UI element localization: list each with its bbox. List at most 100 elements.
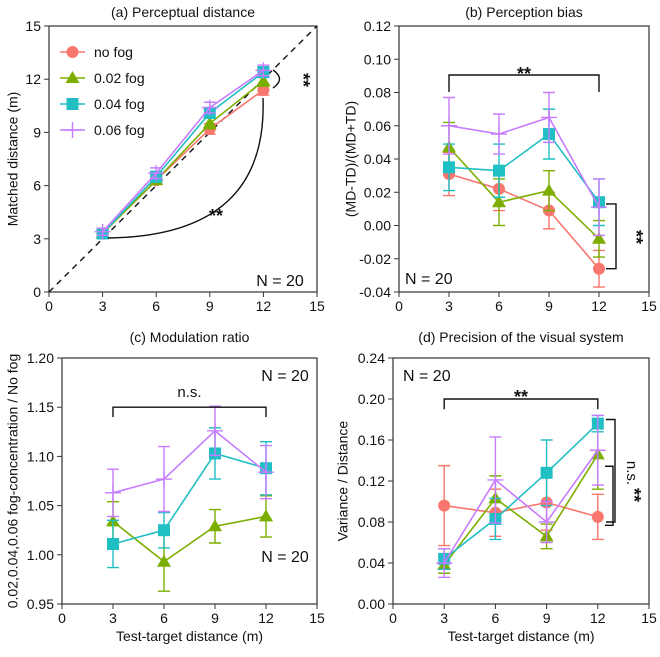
data-point <box>148 165 165 182</box>
significance-bracket <box>112 406 267 418</box>
x-axis-label: Test-target distance (m) <box>116 628 263 644</box>
x-tick-label: 0 <box>395 298 403 314</box>
significance-label: n.s. <box>623 461 640 485</box>
x-tick-label: 0 <box>58 610 66 626</box>
x-tick-label: 9 <box>206 298 214 314</box>
x-tick-label: 15 <box>309 610 325 626</box>
legend-label: no fog <box>94 44 133 60</box>
series-line <box>102 71 264 235</box>
x-tick-label: 9 <box>545 298 553 314</box>
series-line <box>112 429 267 494</box>
n-label: N = 20 <box>261 368 309 385</box>
series-line <box>443 453 599 566</box>
significance-bracket <box>605 465 614 526</box>
panel-d: (d) Precision of the visual system 0 3 6 9 12… <box>335 329 657 644</box>
significance-label: n.s. <box>177 384 201 401</box>
legend-marker <box>64 122 81 138</box>
n-label: N = 20 <box>261 549 309 566</box>
y-tick-label: 6 <box>33 178 41 194</box>
panel-a: (a) Perceptual distance 0 3 6 9 12 15 0 3 6 9 12 15 M… <box>5 4 325 314</box>
y-tick-label: 0 <box>33 284 41 300</box>
data-point <box>207 422 223 439</box>
y-tick-label: 9 <box>33 124 41 140</box>
y-tick-label: 0.12 <box>358 473 385 489</box>
y-tick-label: 0.04 <box>358 555 385 571</box>
identity-line <box>48 25 318 293</box>
data-point <box>441 117 457 134</box>
series-line <box>444 501 599 518</box>
legend-label: 0.06 fog <box>94 122 145 138</box>
plot-frame <box>61 357 318 605</box>
chart-title: (a) Perceptual distance <box>111 4 255 20</box>
data-point <box>94 223 111 240</box>
series-line <box>102 69 264 233</box>
n-label: N = 20 <box>405 271 453 288</box>
x-tick-label: 0 <box>389 610 397 626</box>
data-point <box>258 464 274 481</box>
n-label: N = 20 <box>256 273 304 290</box>
data-point <box>492 195 506 208</box>
significance-bracket <box>606 203 617 270</box>
y-tick-label: 0.24 <box>358 350 385 366</box>
series-0-06-fog <box>94 62 272 240</box>
data-point <box>202 116 217 129</box>
data-point <box>538 514 555 530</box>
data-point <box>591 510 604 523</box>
legend-marker <box>65 71 80 83</box>
data-point <box>157 554 171 567</box>
data-point <box>158 524 170 537</box>
series-0-04-fog <box>107 427 272 569</box>
significance-bracket <box>606 418 616 523</box>
y-tick-label: 0.00 <box>364 218 391 234</box>
series-line <box>448 173 600 270</box>
x-tick-label: 9 <box>211 610 219 626</box>
series-0-04-fog <box>438 414 604 570</box>
series-0-04-fog <box>443 108 605 227</box>
data-point <box>256 73 271 86</box>
chart-title: (d) Precision of the visual system <box>418 329 623 345</box>
significance-label: ** <box>626 230 646 244</box>
legend-label: 0.02 fog <box>94 70 145 86</box>
y-tick-label: 0.95 <box>27 596 54 612</box>
data-point <box>208 519 222 532</box>
series-line <box>112 515 267 563</box>
y-tick-label: 0.08 <box>358 514 385 530</box>
legend-marker <box>66 46 79 58</box>
data-point <box>156 471 172 488</box>
x-tick-label: 3 <box>109 610 117 626</box>
x-axis-label: Test-target distance (m) <box>447 628 594 644</box>
y-tick-label: 15 <box>25 18 41 34</box>
y-tick-label: 0.10 <box>364 51 391 67</box>
y-tick-label: 3 <box>33 231 41 247</box>
data-point <box>541 109 557 126</box>
data-point <box>105 484 121 501</box>
data-point <box>201 99 218 116</box>
y-tick-label: 0.16 <box>358 432 385 448</box>
data-point <box>589 442 606 459</box>
legend-marker <box>66 98 79 110</box>
data-point <box>591 199 607 216</box>
x-tick-label: 12 <box>256 298 272 314</box>
x-tick-label: 6 <box>495 298 503 314</box>
data-point <box>487 471 504 488</box>
y-axis-label: 0.02,0.04,0.06 fog-concentration / No fo… <box>5 354 21 609</box>
data-point <box>255 62 272 79</box>
x-tick-label: 12 <box>591 298 607 314</box>
significance-label: ** <box>517 64 531 84</box>
y-tick-label: 0.06 <box>364 118 391 134</box>
significance-label: ** <box>624 488 644 502</box>
y-tick-label: -0.04 <box>359 284 391 300</box>
panel-c: (c) Modulation ratio 0 3 6 9 12 15 0.95 1.00 1.05… <box>5 329 644 644</box>
significance-bracket <box>448 74 600 92</box>
data-point <box>491 126 507 143</box>
x-tick-label: 0 <box>45 298 53 314</box>
x-tick-label: 12 <box>590 610 606 626</box>
series-0-06-fog <box>105 405 274 518</box>
x-tick-label: 6 <box>492 610 500 626</box>
significance-bracket <box>107 97 264 239</box>
x-tick-label: 15 <box>641 298 657 314</box>
series-line <box>443 449 599 564</box>
series-0-06-fog <box>441 91 607 237</box>
series-0-02-fog <box>106 495 273 592</box>
